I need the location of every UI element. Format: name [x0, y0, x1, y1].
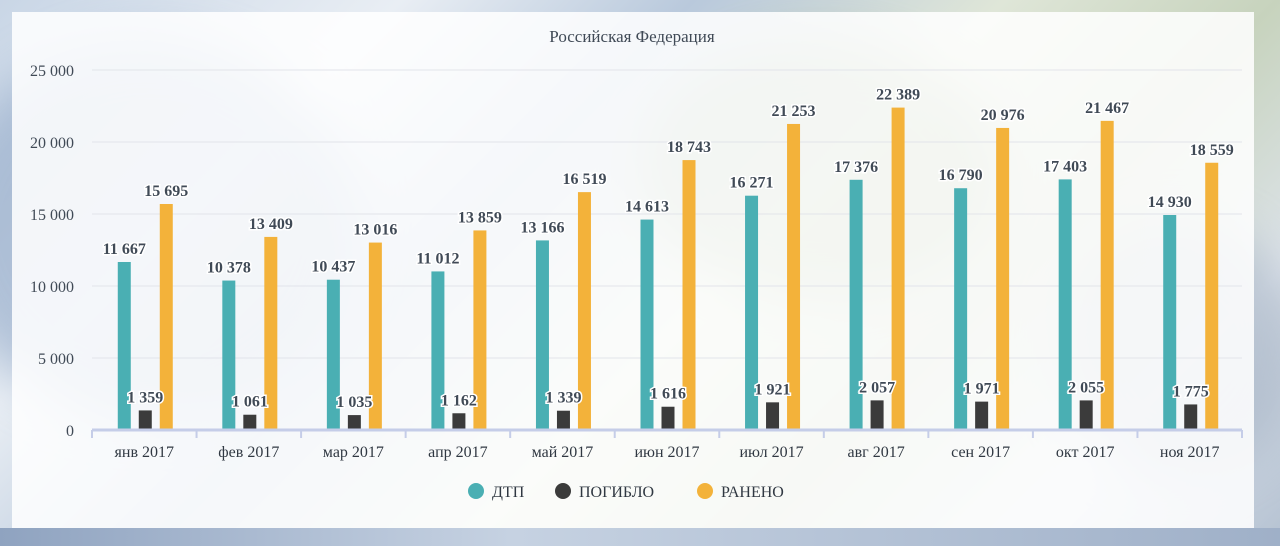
bar-0 [535, 240, 549, 430]
legend-label: ДТП [492, 484, 525, 501]
bar-0 [326, 279, 340, 430]
data-label: 18 743 [667, 139, 711, 156]
data-label: 13 016 [353, 222, 397, 239]
bar-1 [975, 401, 989, 430]
data-label: 13 166 [520, 219, 564, 236]
y-axis: 0 5 000 10 000 15 000 20 000 25 000 [30, 63, 74, 440]
data-label: 17 403 [1043, 158, 1087, 175]
data-label: 1 339 [545, 390, 581, 407]
data-label: 14 613 [625, 199, 669, 216]
bar-2 [368, 242, 382, 430]
data-label: 22 389 [876, 87, 920, 104]
bar-2 [1100, 120, 1114, 431]
data-label: 10 378 [207, 260, 251, 277]
bar-2 [473, 230, 487, 430]
data-label: 13 409 [249, 216, 293, 233]
x-tick-label: июн 2017 [634, 444, 699, 461]
bar-0 [1163, 215, 1177, 430]
x-tick-label: авг 2017 [847, 444, 904, 461]
x-axis: янв 2017 фев 2017 мар 2017 апр 2017 май 2017… [91, 428, 1243, 461]
bar-0 [1058, 179, 1072, 430]
data-label: 1 061 [232, 394, 268, 411]
data-label: 15 695 [144, 183, 188, 200]
data-label: 17 376 [834, 159, 878, 176]
gridlines [92, 69, 1242, 359]
data-label: 1 616 [650, 386, 686, 403]
chart-title: Российская Федерация [549, 27, 715, 46]
data-label: 2 055 [1068, 379, 1104, 396]
data-label: 1 359 [127, 389, 163, 406]
bar-2 [264, 236, 278, 430]
legend-marker [468, 483, 484, 499]
data-label: 21 467 [1085, 100, 1129, 117]
legend-marker [555, 483, 571, 499]
legend-marker [697, 483, 713, 499]
data-label: 13 859 [458, 209, 502, 226]
y-tick-label: 25 000 [30, 63, 74, 80]
bar-2 [577, 192, 591, 430]
data-label: 1 035 [336, 394, 372, 411]
bar-1 [556, 410, 570, 430]
data-label: 2 057 [859, 379, 895, 396]
bar-1 [661, 406, 675, 430]
bottom-strip [0, 528, 1280, 546]
bar-2 [682, 160, 696, 430]
bar-1 [766, 402, 780, 430]
bar-0 [222, 280, 236, 430]
y-tick-label: 20 000 [30, 135, 74, 152]
bar-0 [117, 261, 131, 430]
data-label: 16 519 [562, 171, 606, 188]
x-tick-label: окт 2017 [1056, 444, 1115, 461]
x-tick-label: июл 2017 [739, 444, 803, 461]
bar-1 [870, 400, 884, 430]
x-tick-label: янв 2017 [115, 444, 174, 461]
bar-2 [159, 203, 173, 430]
x-tick-label: апр 2017 [428, 444, 487, 461]
data-label: 16 790 [939, 167, 983, 184]
bar-2 [996, 127, 1010, 430]
x-tick-label: сен 2017 [951, 444, 1010, 461]
bar-0 [431, 271, 445, 430]
y-tick-label: 10 000 [30, 279, 74, 296]
chart-panel [12, 12, 1254, 528]
x-tick-label: фев 2017 [218, 444, 279, 461]
bar-1 [138, 410, 152, 430]
bar-0 [745, 195, 759, 430]
data-label: 11 667 [103, 241, 146, 258]
data-label: 1 971 [964, 381, 1000, 398]
bar-0 [849, 179, 863, 430]
data-label: 14 930 [1148, 194, 1192, 211]
legend-label: РАНЕНО [721, 484, 784, 501]
data-label: 18 559 [1190, 142, 1234, 159]
bar-0 [954, 188, 968, 430]
y-tick-label: 15 000 [30, 207, 74, 224]
legend-label: ПОГИБЛО [579, 484, 654, 501]
data-label: 16 271 [730, 175, 774, 192]
data-label: 1 775 [1173, 383, 1209, 400]
y-tick-label: 5 000 [38, 351, 74, 368]
x-tick-label: ноя 2017 [1160, 444, 1220, 461]
bar-1 [1079, 400, 1093, 430]
data-label: 10 437 [311, 259, 355, 276]
bar-2 [1205, 162, 1219, 430]
legend: ДТП ПОГИБЛО РАНЕНО [468, 483, 784, 501]
data-label: 21 253 [772, 103, 816, 120]
bar-2 [891, 107, 905, 431]
bars: 11 667 1 359 15 695 10 378 1 061 13 409 10 437… [101, 85, 1235, 431]
bar-2 [787, 123, 801, 431]
x-tick-label: май 2017 [532, 444, 594, 461]
x-tick-label: мар 2017 [323, 444, 384, 461]
bar-1 [452, 413, 466, 430]
data-label: 20 976 [981, 107, 1025, 124]
data-label: 11 012 [416, 250, 459, 267]
bar-0 [640, 219, 654, 430]
bar-1 [347, 415, 361, 430]
bar-1 [1184, 404, 1198, 430]
bar-1 [243, 414, 257, 430]
data-label: 1 921 [755, 381, 791, 398]
data-label: 1 162 [441, 392, 477, 409]
y-tick-label: 0 [66, 423, 74, 440]
